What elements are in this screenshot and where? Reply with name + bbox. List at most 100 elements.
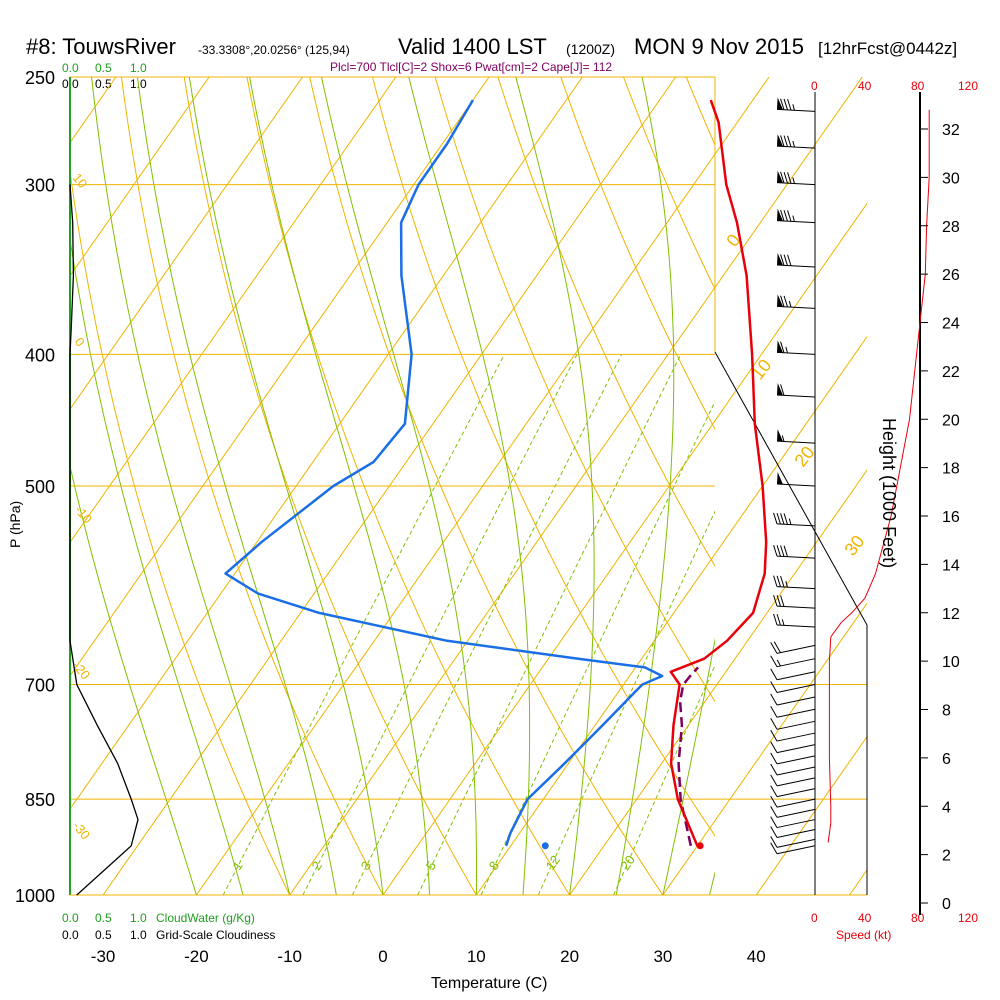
barb-flag: [783, 295, 788, 308]
height-tick-label: 16: [942, 509, 960, 526]
barb-staff: [776, 586, 816, 590]
barb-staff: [776, 220, 816, 224]
moist-adiabat: [320, 77, 477, 895]
barb-pennant: [777, 340, 783, 353]
temperature-tick-label: 0: [378, 947, 387, 966]
dry-adiabat-label: -10: [72, 502, 96, 526]
wind-barb: [770, 681, 816, 694]
wind-barb: [770, 836, 816, 848]
barb-flag: [770, 816, 778, 828]
moist-adiabat: [615, 77, 675, 895]
mixing-ratio-label: 5: [423, 858, 439, 873]
barb-flag: [773, 575, 778, 587]
barb-staff: [776, 708, 816, 718]
speed-bottom-tick: 80: [911, 911, 925, 925]
barb-pennant: [777, 383, 783, 396]
axes: 0246810121416182022242628303225030040050…: [15, 68, 960, 966]
mixing-ratio-line: [537, 510, 715, 895]
height-tick-label: 26: [942, 267, 960, 284]
isotherm-line: [0, 77, 23, 895]
barb-half-flag: [792, 104, 795, 111]
speed-axis-label: Speed (kt): [836, 928, 891, 942]
barb-staff: [776, 305, 816, 309]
barb-half-flag: [785, 346, 788, 354]
temperature-tick-label: 30: [653, 947, 672, 966]
wind-barb: [770, 763, 816, 776]
isotherm-line: [715, 469, 867, 689]
wind-barb: [770, 641, 816, 654]
barb-flag: [773, 512, 778, 525]
barb-flag: [783, 135, 788, 147]
moist-adiabat: [188, 77, 384, 895]
wind-barb: [776, 208, 816, 224]
wind-barbs: [770, 97, 816, 855]
moist-adiabat: [515, 77, 595, 895]
wind-barb: [776, 170, 816, 186]
barb-flag: [780, 171, 785, 184]
isotherm-line: [943, 77, 1000, 895]
wind-barb: [770, 693, 816, 706]
mixing-ratio-line: [417, 354, 682, 895]
barb-flag: [776, 614, 781, 626]
dry-adiabat: [372, 77, 715, 837]
dry-adiabat-label: 10: [70, 170, 91, 191]
barb-pennant: [777, 97, 783, 110]
barb-staff: [776, 720, 816, 730]
barb-flag: [776, 575, 781, 587]
barb-half-flag: [781, 435, 785, 442]
barb-staff: [776, 351, 816, 355]
cloudwater-top-tick: 1.0: [130, 61, 147, 75]
wind-barb: [776, 383, 816, 398]
barb-flag: [787, 254, 792, 266]
wind-barb: [770, 718, 816, 730]
barb-staff: [776, 440, 816, 444]
barb-flag: [770, 836, 778, 848]
pressure-tick-label: 500: [25, 477, 55, 497]
mixing-ratio-line: [613, 664, 715, 895]
wind-barb: [770, 729, 816, 742]
speed-top-tick: 80: [911, 79, 925, 93]
cloudwater-top-tick: 0.0: [62, 61, 79, 75]
barb-staff: [776, 744, 816, 754]
barb-flag: [770, 741, 778, 753]
surface-temperature-dot: [696, 842, 704, 850]
wind-barb: [776, 97, 816, 112]
barb-staff: [776, 108, 816, 112]
barb-flag: [770, 706, 778, 718]
barb-staff: [776, 766, 816, 776]
sounding-indices: Plcl=700 Tlcl[C]=2 Shox=6 Pwat[cm]=2 Cap…: [330, 60, 612, 74]
pressure-tick-label: 300: [25, 176, 55, 196]
barb-staff: [776, 798, 816, 808]
barb-flag: [783, 513, 788, 525]
isotherm-line: [715, 77, 863, 289]
height-tick-label: 12: [942, 606, 960, 623]
height-tick-label: 10: [942, 654, 960, 671]
barb-flag: [770, 642, 778, 654]
barb-staff: [776, 845, 816, 855]
wind-barb: [776, 340, 816, 355]
barb-flag: [770, 795, 778, 808]
wind-speed-line: [827, 109, 930, 843]
isotherm-line: [849, 869, 867, 895]
barb-flag: [780, 295, 785, 307]
mixing-ratio-label: 2: [309, 858, 325, 873]
barb-half-flag: [785, 581, 788, 588]
cloudwater-top-scale: 0.0 0.5 1.0 0.0 0.5 1.0: [62, 61, 147, 91]
cloudiness-line: [69, 184, 139, 896]
mixing-ratio-line: [351, 354, 623, 895]
dry-adiabat: [937, 77, 1000, 895]
wind-barb: [770, 774, 816, 787]
station-title: #8: TouwsRiver: [26, 34, 176, 59]
barb-flag: [770, 826, 778, 838]
wind-barb: [773, 512, 816, 527]
barb-flag: [780, 341, 785, 353]
barb-staff: [776, 145, 816, 149]
wind-barb: [770, 826, 816, 839]
wind-speed-scale: 0 40 80 120 0 40 80 120 Speed (kt): [811, 79, 978, 942]
wind-barb: [773, 613, 816, 628]
isotherm-line: [715, 602, 867, 822]
barb-flag: [780, 209, 785, 222]
barb-flag: [770, 655, 778, 667]
height-tick-label: 18: [942, 461, 960, 478]
barb-staff: [776, 523, 816, 527]
